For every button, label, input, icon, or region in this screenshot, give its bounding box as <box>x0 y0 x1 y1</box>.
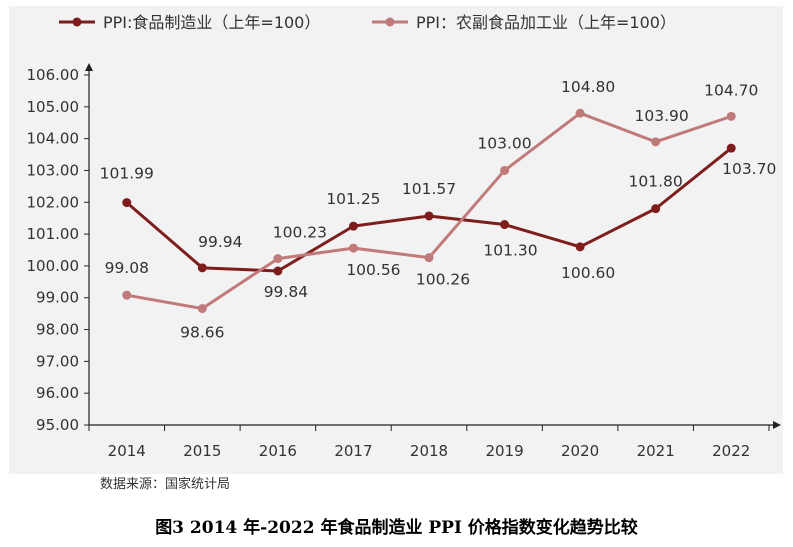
series-2-point <box>122 290 132 300</box>
series-2-point <box>273 254 283 264</box>
y-tick-label: 99.00 <box>36 289 79 307</box>
y-tick-label: 98.00 <box>36 321 79 339</box>
legend-label-1: PPI:食品制造业（上年=100） <box>103 13 320 32</box>
chart-panel: 95.00 96.00 97.00 98.00 99.00 100.00 101.00 102… <box>9 6 783 474</box>
figure-caption: 图3 2014 年-2022 年食品制造业 PPI 价格指数变化趋势比较 <box>155 518 638 538</box>
y-tick-label: 96.00 <box>36 384 79 402</box>
series-1-point <box>726 143 736 153</box>
series-1-point <box>424 211 434 221</box>
series-1-data-label: 101.80 <box>629 173 683 191</box>
series-1-point <box>500 220 510 230</box>
series-1-data-label: 101.57 <box>402 180 456 198</box>
x-tick-label: 2022 <box>712 442 750 460</box>
x-tick-label: 2021 <box>637 442 675 460</box>
x-tick-label: 2017 <box>334 442 372 460</box>
y-tick-label: 106.00 <box>27 66 80 84</box>
legend-swatch-marker-1 <box>72 17 82 27</box>
series-2-point <box>424 253 434 263</box>
series-1-data-label: 101.25 <box>326 190 380 208</box>
series-2-point <box>348 243 358 253</box>
series-1-point <box>197 263 207 273</box>
series-1-data-label: 103.70 <box>722 160 776 178</box>
x-tick-label: 2015 <box>183 442 221 460</box>
series-1-data-label: 99.94 <box>198 233 242 251</box>
series-2-data-label: 100.56 <box>346 261 400 279</box>
series-1-data-label: 101.99 <box>100 165 154 183</box>
line-chart: 95.00 96.00 97.00 98.00 99.00 100.00 101.00 102… <box>27 13 781 460</box>
y-tick-label: 101.00 <box>27 225 80 243</box>
y-tick-label: 95.00 <box>36 416 79 434</box>
series-2-data-label: 99.08 <box>105 259 149 277</box>
series-2-point <box>197 304 207 314</box>
series-2-point <box>726 111 736 121</box>
series-2-data-label: 100.26 <box>416 271 470 289</box>
series-1-point <box>348 221 358 231</box>
series-2-data-label: 104.70 <box>704 81 758 99</box>
series-2-data-label: 98.66 <box>180 324 224 342</box>
y-axis-arrow <box>85 63 93 71</box>
series-2-data-label: 100.23 <box>273 224 327 242</box>
series-2-data-label: 104.80 <box>561 78 615 96</box>
series-1-point <box>575 242 585 252</box>
y-tick-label: 103.00 <box>27 161 80 179</box>
y-tick-label: 102.00 <box>27 193 80 211</box>
y-tick-label: 100.00 <box>27 257 80 275</box>
y-tick-label: 105.00 <box>27 98 80 116</box>
series-2-point <box>500 165 510 175</box>
x-axis-arrow <box>773 421 781 429</box>
legend-swatch-marker-2 <box>385 17 395 27</box>
x-tick-label: 2016 <box>259 442 297 460</box>
x-tick-label: 2020 <box>561 442 599 460</box>
series-2-point <box>651 137 661 147</box>
x-tick-label: 2019 <box>485 442 523 460</box>
series-2-data-label: 103.00 <box>477 134 531 152</box>
source-note: 数据来源：国家统计局 <box>100 477 231 492</box>
series-1-data-label: 100.60 <box>561 264 615 282</box>
series-line-1 <box>125 147 733 273</box>
series-1-point <box>651 204 661 214</box>
x-tick-label: 2014 <box>108 442 146 460</box>
series-2-point <box>575 108 585 118</box>
series-1-data-label: 101.30 <box>483 242 537 260</box>
series-2-data-label: 103.90 <box>635 107 689 125</box>
x-tick-label: 2018 <box>410 442 448 460</box>
legend-label-2: PPI：农副食品加工业（上年=100） <box>416 13 676 32</box>
y-tick-label: 97.00 <box>36 352 79 370</box>
y-tick-label: 104.00 <box>27 130 80 148</box>
series-1-point <box>122 198 132 208</box>
series-1-data-label: 99.84 <box>264 283 308 301</box>
series-1-point <box>273 266 283 276</box>
